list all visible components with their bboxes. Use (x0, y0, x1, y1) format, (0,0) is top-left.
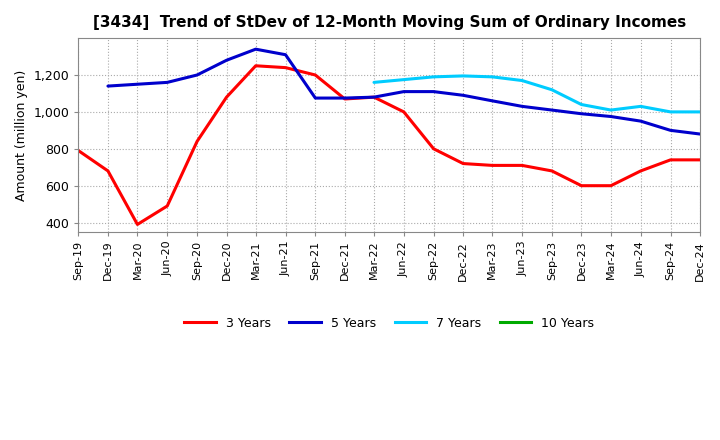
Title: [3434]  Trend of StDev of 12-Month Moving Sum of Ordinary Incomes: [3434] Trend of StDev of 12-Month Moving… (93, 15, 686, 30)
Legend: 3 Years, 5 Years, 7 Years, 10 Years: 3 Years, 5 Years, 7 Years, 10 Years (179, 312, 599, 335)
Y-axis label: Amount (million yen): Amount (million yen) (15, 70, 28, 201)
